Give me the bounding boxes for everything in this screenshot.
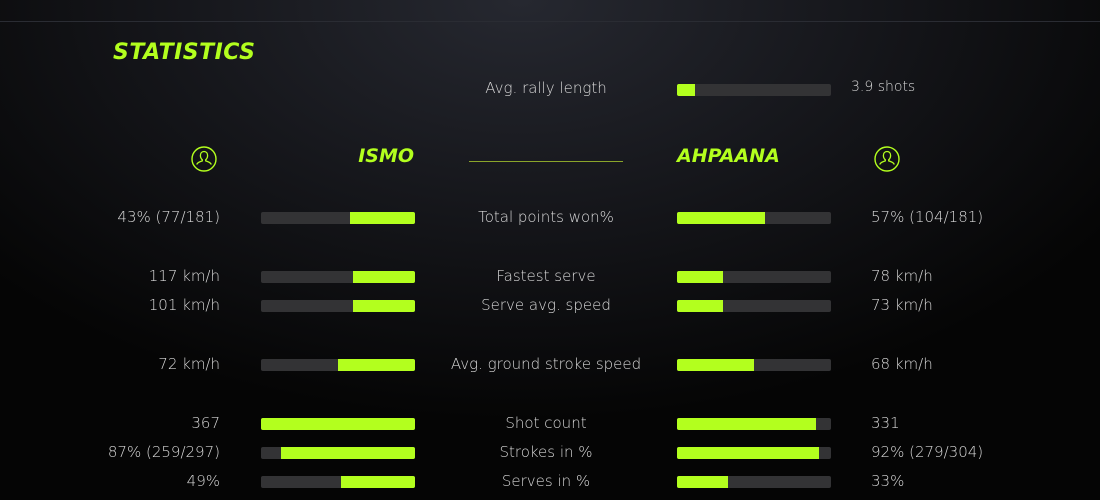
stat-label: Serves in % (501, 472, 591, 490)
stat-label: Serve avg. speed (481, 296, 611, 314)
rally-bar-fill (677, 84, 696, 96)
stat-right-value: 92% (279/304) (871, 443, 984, 461)
stat-left-value: 367 (191, 414, 220, 432)
user-circle-icon (874, 146, 900, 172)
top-divider (0, 21, 1100, 22)
stat-right-value: 331 (871, 414, 900, 432)
stat-label: Avg. ground stroke speed (450, 355, 642, 373)
stat-left-bar-fill (281, 447, 415, 459)
stat-label: Total points won% (478, 208, 614, 226)
stat-left-bar (261, 359, 415, 371)
stat-left-bar (261, 300, 415, 312)
stat-left-value: 72 km/h (158, 355, 220, 373)
stat-right-bar-fill (677, 271, 724, 283)
stat-right-bar (677, 476, 831, 488)
player-left-name: ISMO (358, 145, 414, 167)
stat-left-bar-fill (341, 476, 415, 488)
stat-left-value: 43% (77/181) (117, 208, 220, 226)
stat-left-bar (261, 212, 415, 224)
stat-right-bar (677, 447, 831, 459)
stat-left-bar (261, 271, 415, 283)
stat-right-value: 68 km/h (871, 355, 933, 373)
stat-right-bar-fill (677, 212, 765, 224)
stat-right-bar (677, 300, 831, 312)
stat-label: Strokes in % (499, 443, 593, 461)
stat-left-bar-fill (353, 300, 415, 312)
stat-left-bar-fill (261, 418, 415, 430)
stat-right-bar-fill (677, 447, 819, 459)
stat-right-bar-fill (677, 418, 816, 430)
stat-right-bar-fill (677, 476, 728, 488)
stat-label: Shot count (505, 414, 587, 432)
stat-right-bar-fill (677, 300, 724, 312)
stat-left-bar (261, 476, 415, 488)
stat-left-bar (261, 418, 415, 430)
stat-right-bar (677, 212, 831, 224)
stat-right-bar (677, 271, 831, 283)
stat-left-value: 101 km/h (148, 296, 220, 314)
stat-right-value: 78 km/h (871, 267, 933, 285)
stat-right-bar (677, 359, 831, 371)
rally-bar (677, 84, 831, 96)
stat-right-bar-fill (677, 359, 754, 371)
stat-left-bar-fill (353, 271, 415, 283)
stat-left-bar-fill (338, 359, 415, 371)
user-circle-icon (191, 146, 217, 172)
stat-right-value: 73 km/h (871, 296, 933, 314)
stat-left-bar-fill (350, 212, 415, 224)
stat-left-value: 117 km/h (148, 267, 220, 285)
stat-right-bar (677, 418, 831, 430)
stat-label: Fastest serve (496, 267, 596, 285)
stat-right-value: 33% (871, 472, 905, 490)
stat-left-value: 87% (259/297) (107, 443, 220, 461)
rally-value: 3.9 shots (851, 79, 916, 95)
player-right-name: AHPAANA (677, 145, 780, 167)
stat-left-bar (261, 447, 415, 459)
stat-left-value: 49% (186, 472, 220, 490)
page-title: STATISTICS (113, 40, 256, 65)
stat-right-value: 57% (104/181) (871, 208, 984, 226)
header-separator (469, 161, 623, 162)
rally-label: Avg. rally length (485, 79, 607, 97)
